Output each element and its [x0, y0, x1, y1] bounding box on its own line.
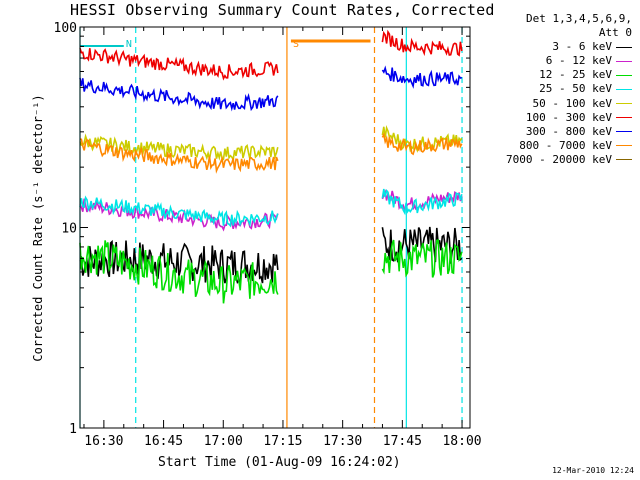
- legend-label-6: 300 - 800 keV: [525, 124, 612, 138]
- legend-swatch-1: [616, 60, 632, 62]
- series-line-2-seg-0: [79, 240, 279, 304]
- series-group: [79, 29, 463, 304]
- legend-label-5: 100 - 300 keV: [525, 110, 612, 124]
- legend-header-1: Det 1,3,4,5,6,9,: [526, 12, 632, 25]
- series-line-7-seg-1: [381, 132, 463, 156]
- y-tick-label-0: 1: [69, 422, 77, 437]
- legend-label-0: 3 - 6 keV: [552, 40, 612, 54]
- legend-item-4: 50 - 100 keV: [506, 97, 632, 111]
- x-tick-label-1: 16:45: [144, 434, 183, 449]
- legend-item-3: 25 - 50 keV: [506, 82, 632, 96]
- chart-title: HESSI Observing Summary Count Rates, Cor…: [70, 1, 495, 19]
- series-line-2-seg-1: [381, 239, 463, 278]
- legend-item-7: 800 - 7000 keV: [506, 139, 632, 153]
- legend-label-1: 6 - 12 keV: [545, 54, 612, 68]
- y-axis-label: Corrected Count Rate (s⁻¹ detector⁻¹): [31, 94, 45, 362]
- series-line-5-seg-1: [381, 29, 463, 57]
- legend-label-7: 800 - 7000 keV: [519, 138, 612, 152]
- legend-label-3: 25 - 50 keV: [539, 82, 612, 96]
- legend-swatch-8: [616, 159, 632, 161]
- y-tick-label-2: 100: [54, 21, 77, 36]
- legend-item-0: 3 - 6 keV: [506, 40, 632, 54]
- x-tick-label-3: 17:15: [263, 434, 302, 449]
- x-tick-label-2: 17:00: [204, 434, 243, 449]
- series-line-7-seg-0: [79, 138, 279, 174]
- series-line-3-seg-1: [381, 188, 463, 216]
- annotation-1: S: [293, 39, 299, 50]
- series-6: [79, 65, 463, 112]
- x-tick-label-5: 17:45: [383, 434, 422, 449]
- legend-label-2: 12 - 25 keV: [539, 68, 612, 82]
- x-axis-label: Start Time (01-Aug-09 16:24:02): [158, 455, 401, 470]
- legend-swatch-0: [616, 46, 632, 48]
- legend-item-1: 6 - 12 keV: [506, 54, 632, 68]
- axes: [79, 26, 471, 429]
- series-line-5-seg-0: [79, 48, 279, 81]
- legend-header-2: Att 0: [598, 26, 632, 40]
- series-3: [79, 188, 463, 228]
- legend-swatch-5: [616, 117, 632, 119]
- legend-swatch-4: [616, 103, 632, 105]
- series-5: [79, 29, 463, 81]
- series-line-6-seg-1: [381, 65, 463, 89]
- series-2: [79, 239, 463, 304]
- x-tick-label-4: 17:30: [323, 434, 362, 449]
- x-tick-label-0: 16:30: [84, 434, 123, 449]
- legend-item-6: 300 - 800 keV: [506, 125, 632, 139]
- legend-swatch-2: [616, 74, 632, 76]
- legend-swatch-7: [616, 145, 632, 147]
- legend-swatch-3: [616, 89, 632, 91]
- timestamp: 12-Mar-2010 12:24: [552, 466, 634, 475]
- tick-labels: 16:30 16:45 17:00 17:15 17:30 17:45 18:00 1 10 10…: [54, 21, 482, 449]
- legend-item-8: 7000 - 20000 keV: [506, 153, 632, 167]
- series-line-3-seg-0: [79, 195, 279, 228]
- series-7: [79, 132, 463, 174]
- legend: Det 1,3,4,5,6,9, Att 0 3 - 6 keV 6 - 12 k…: [506, 12, 632, 167]
- plot-frame: [79, 26, 471, 429]
- legend-label-4: 50 - 100 keV: [532, 96, 612, 110]
- legend-item-2: 12 - 25 keV: [506, 68, 632, 82]
- annotation-0: N: [126, 39, 132, 50]
- series-line-4-seg-1: [381, 125, 463, 153]
- x-tick-label-6: 18:00: [442, 434, 481, 449]
- legend-items: 3 - 6 keV 6 - 12 keV 12 - 25 keV 25 - 50 ke…: [506, 40, 632, 167]
- series-line-6-seg-0: [79, 77, 279, 112]
- legend-label-8: 7000 - 20000 keV: [506, 152, 612, 166]
- legend-item-5: 100 - 300 keV: [506, 111, 632, 125]
- y-tick-label-1: 10: [61, 222, 77, 237]
- legend-swatch-6: [616, 131, 632, 133]
